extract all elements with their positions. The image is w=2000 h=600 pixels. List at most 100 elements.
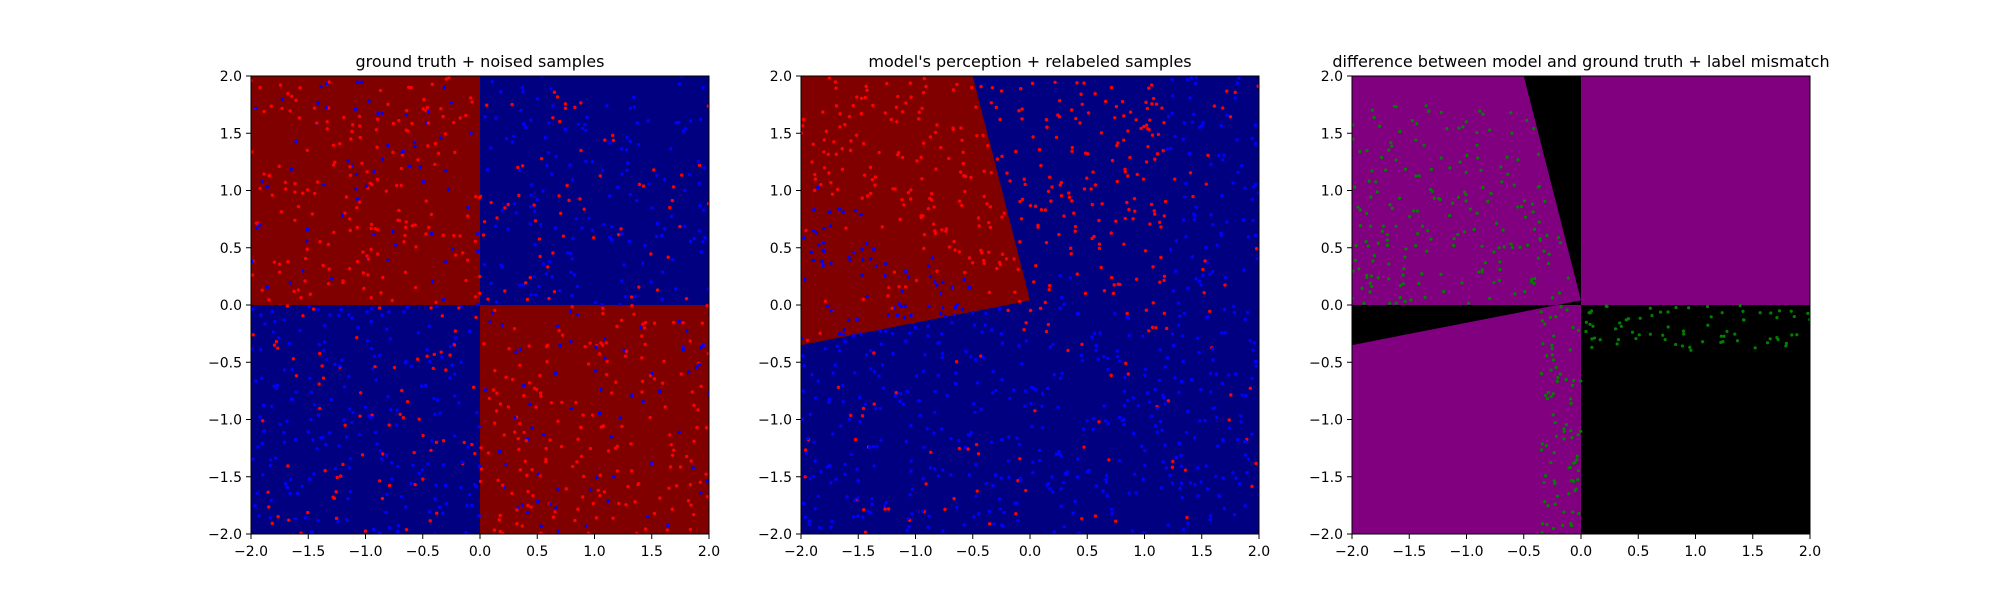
sample-point <box>1196 494 1200 498</box>
sample-point <box>1044 329 1049 334</box>
sample-point <box>1053 80 1057 84</box>
sample-point <box>1182 195 1187 199</box>
mismatch-point <box>1462 190 1467 194</box>
sample-point <box>969 175 973 180</box>
sample-point <box>363 529 368 533</box>
sample-point <box>474 315 478 320</box>
mismatch-point <box>1615 342 1619 346</box>
sample-point <box>1113 311 1117 316</box>
sample-point <box>522 122 526 126</box>
sample-point <box>1031 135 1035 139</box>
mismatch-point <box>1687 306 1691 310</box>
sample-point <box>426 110 430 114</box>
sample-point <box>699 491 703 495</box>
sample-point <box>1235 138 1239 142</box>
mismatch-point <box>1468 207 1472 211</box>
sample-point <box>1151 301 1155 305</box>
sample-point <box>1048 175 1052 179</box>
sample-point <box>857 395 862 400</box>
sample-point <box>582 207 586 211</box>
mismatch-point <box>1648 332 1652 336</box>
mismatch-point <box>1542 249 1546 253</box>
sample-point <box>451 120 456 125</box>
sample-point <box>812 208 816 212</box>
sample-point <box>347 313 351 317</box>
mismatch-point <box>1564 377 1568 382</box>
sample-point <box>351 123 355 127</box>
sample-point <box>1151 265 1155 269</box>
sample-point <box>698 203 702 208</box>
mismatch-point <box>1398 283 1403 288</box>
sample-point <box>910 512 914 516</box>
sample-point <box>649 252 653 256</box>
sample-point <box>321 263 325 268</box>
sample-point <box>356 325 360 330</box>
sample-point <box>628 192 633 197</box>
sample-point <box>303 256 308 261</box>
x-tick-label: 1.0 <box>583 544 605 560</box>
sample-point <box>983 323 987 327</box>
sample-point <box>952 496 956 501</box>
sample-point <box>358 124 362 128</box>
sample-point <box>947 156 951 161</box>
sample-point <box>518 283 522 287</box>
sample-point <box>462 440 466 445</box>
sample-point <box>1181 218 1186 222</box>
sample-point <box>1122 417 1126 422</box>
sample-point <box>1144 100 1148 105</box>
mismatch-point <box>1394 105 1398 109</box>
sample-point <box>473 239 478 243</box>
x-tick-label: 0.0 <box>469 544 491 560</box>
sample-point <box>660 381 665 385</box>
sample-point <box>1236 170 1240 175</box>
sample-point <box>1202 291 1206 295</box>
mismatch-point <box>1537 184 1541 189</box>
sample-point <box>900 197 904 202</box>
sample-point <box>1220 193 1224 198</box>
mismatch-point <box>1429 237 1433 241</box>
sample-point <box>1239 420 1243 424</box>
sample-point <box>953 381 958 386</box>
sample-point <box>421 477 425 481</box>
sample-point <box>945 393 949 398</box>
sample-point <box>1195 336 1200 340</box>
sample-point <box>375 145 379 149</box>
sample-point <box>630 304 634 308</box>
sample-point <box>1140 334 1145 338</box>
sample-point <box>1080 102 1084 106</box>
sample-point <box>1225 220 1229 224</box>
mismatch-point <box>1555 494 1560 498</box>
sample-point <box>961 150 965 155</box>
sample-point <box>427 324 432 328</box>
sample-point <box>832 140 836 144</box>
sample-point <box>563 102 568 106</box>
sample-point <box>1012 388 1016 392</box>
sample-point <box>847 255 851 259</box>
sample-point <box>933 410 937 415</box>
sample-point <box>1245 470 1249 475</box>
sample-point <box>278 83 283 87</box>
sample-point <box>1194 76 1198 79</box>
sample-point <box>286 464 290 468</box>
mismatch-point <box>1439 110 1443 115</box>
sample-point <box>307 477 312 481</box>
mismatch-point <box>1554 365 1558 369</box>
sample-point <box>961 161 965 166</box>
mismatch-point <box>1533 276 1537 281</box>
mismatch-point <box>1598 338 1602 342</box>
sample-point <box>1198 125 1202 129</box>
sample-point <box>362 286 366 291</box>
sample-point <box>576 313 580 317</box>
sample-point <box>1128 155 1132 160</box>
sample-point <box>914 374 919 378</box>
sample-point <box>1062 524 1066 529</box>
sample-point <box>1006 459 1011 463</box>
y-tick-label: 0.5 <box>220 241 242 257</box>
sample-point <box>554 154 558 159</box>
sample-point <box>584 128 588 133</box>
mismatch-point <box>1475 130 1479 135</box>
sample-point <box>829 261 833 265</box>
sample-point <box>1210 347 1215 351</box>
sample-point <box>476 249 480 254</box>
sample-point <box>587 216 591 221</box>
